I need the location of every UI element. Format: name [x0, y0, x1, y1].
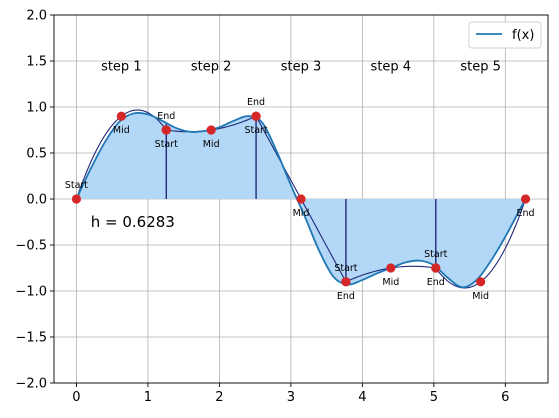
y-tick-label-8: 2.0 [26, 9, 47, 24]
y-tick-label-4: 0.0 [26, 193, 47, 208]
simpson-point-14 [521, 194, 530, 203]
x-tick-label-4: 4 [358, 390, 366, 405]
point-label-0: Start [65, 180, 88, 191]
x-tick-label-1: 1 [144, 390, 152, 405]
x-tick-label-0: 0 [72, 390, 80, 405]
step-label-4: step 4 [371, 60, 412, 75]
x-tick-label-5: 5 [430, 390, 438, 405]
point-label-3: Start [155, 139, 178, 150]
step-label-3: step 3 [281, 60, 322, 75]
x-tick-label-3: 3 [287, 390, 295, 405]
simpson-point-1 [117, 112, 126, 121]
simpson-point-6 [251, 112, 260, 121]
point-label-14: End [517, 208, 535, 219]
simpson-point-3 [162, 125, 171, 134]
step-label-1: step 1 [101, 60, 142, 75]
y-tick-label-7: 1.5 [26, 55, 47, 70]
legend-label-f: f(x) [512, 28, 534, 43]
simpson-point-9 [341, 277, 350, 286]
point-label-5: End [247, 97, 265, 108]
point-label-13: Mid [472, 291, 489, 302]
simpson-point-7 [296, 194, 305, 203]
point-label-11: End [427, 277, 445, 288]
y-tick-label-5: 0.5 [26, 147, 47, 162]
y-tick-label-2: −1.0 [15, 285, 47, 300]
simpson-point-12 [431, 263, 440, 272]
point-label-7: Mid [293, 208, 310, 219]
simpson-point-4 [207, 125, 216, 134]
y-tick-label-6: 1.0 [26, 101, 47, 116]
point-label-2: End [157, 111, 175, 122]
step-label-5: step 5 [460, 60, 501, 75]
y-tick-label-0: −2.0 [15, 377, 47, 392]
point-label-4: Mid [203, 139, 220, 150]
point-label-9: Start [334, 263, 357, 274]
point-label-1: Mid [113, 125, 130, 136]
y-tick-label-1: −1.5 [15, 331, 47, 346]
point-label-10: Mid [382, 277, 399, 288]
point-label-8: End [337, 291, 355, 302]
simpson-point-0 [72, 194, 81, 203]
point-label-6: Start [244, 125, 267, 136]
x-tick-label-6: 6 [501, 390, 509, 405]
step-label-2: step 2 [191, 60, 232, 75]
step-size-annotation: h = 0.6283 [91, 213, 175, 231]
x-tick-label-2: 2 [215, 390, 223, 405]
legend: f(x) [469, 22, 541, 48]
simpson-point-10 [386, 263, 395, 272]
point-label-12: Start [424, 249, 447, 260]
y-tick-label-3: −0.5 [15, 239, 47, 254]
simpson-point-13 [476, 277, 485, 286]
